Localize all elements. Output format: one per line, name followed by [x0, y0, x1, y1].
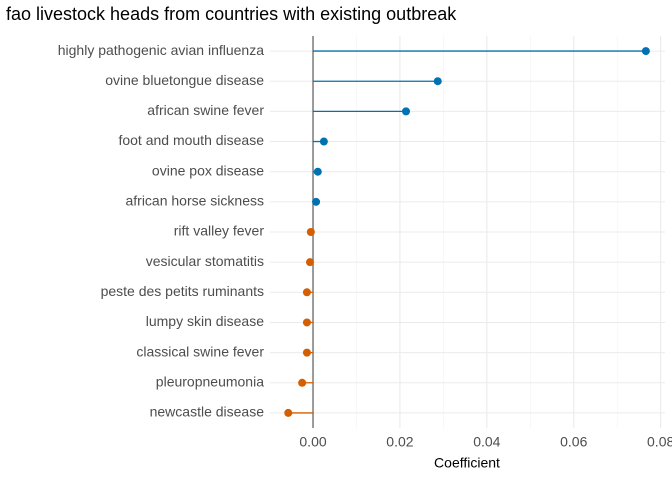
point [305, 258, 314, 267]
point [402, 107, 411, 116]
y-tick-label: peste des petits ruminants [101, 283, 264, 299]
point [284, 408, 293, 417]
x-tick-label: 0.00 [299, 434, 326, 450]
point [433, 77, 442, 86]
point [319, 137, 328, 146]
point [298, 378, 307, 387]
point [302, 318, 311, 327]
y-tick-label: classical swine fever [136, 343, 264, 359]
point [641, 47, 650, 56]
y-tick-label: african horse sickness [125, 193, 264, 209]
y-tick-label: ovine pox disease [152, 162, 264, 178]
x-tick-label: 0.06 [560, 434, 587, 450]
y-tick-label: lumpy skin disease [146, 313, 264, 329]
y-tick-label: african swine fever [147, 102, 264, 118]
y-tick-label: rift valley fever [174, 223, 265, 239]
point [313, 167, 322, 176]
x-tick-label: 0.02 [386, 434, 413, 450]
y-tick-label: pleuropneumonia [156, 373, 264, 389]
y-tick-label: vesicular stomatitis [146, 253, 264, 269]
point [312, 197, 321, 206]
x-axis-label: Coefficient [434, 455, 500, 471]
y-tick-label: foot and mouth disease [118, 132, 264, 148]
y-tick-label: newcastle disease [150, 404, 265, 420]
point [302, 348, 311, 357]
chart-title: fao livestock heads from countries with … [6, 4, 457, 24]
point [302, 288, 311, 297]
y-tick-label: ovine bluetongue disease [105, 72, 264, 88]
x-tick-label: 0.04 [473, 434, 500, 450]
x-tick-label: 0.08 [647, 434, 672, 450]
point [306, 228, 315, 236]
y-tick-label: highly pathogenic avian influenza [58, 42, 264, 58]
